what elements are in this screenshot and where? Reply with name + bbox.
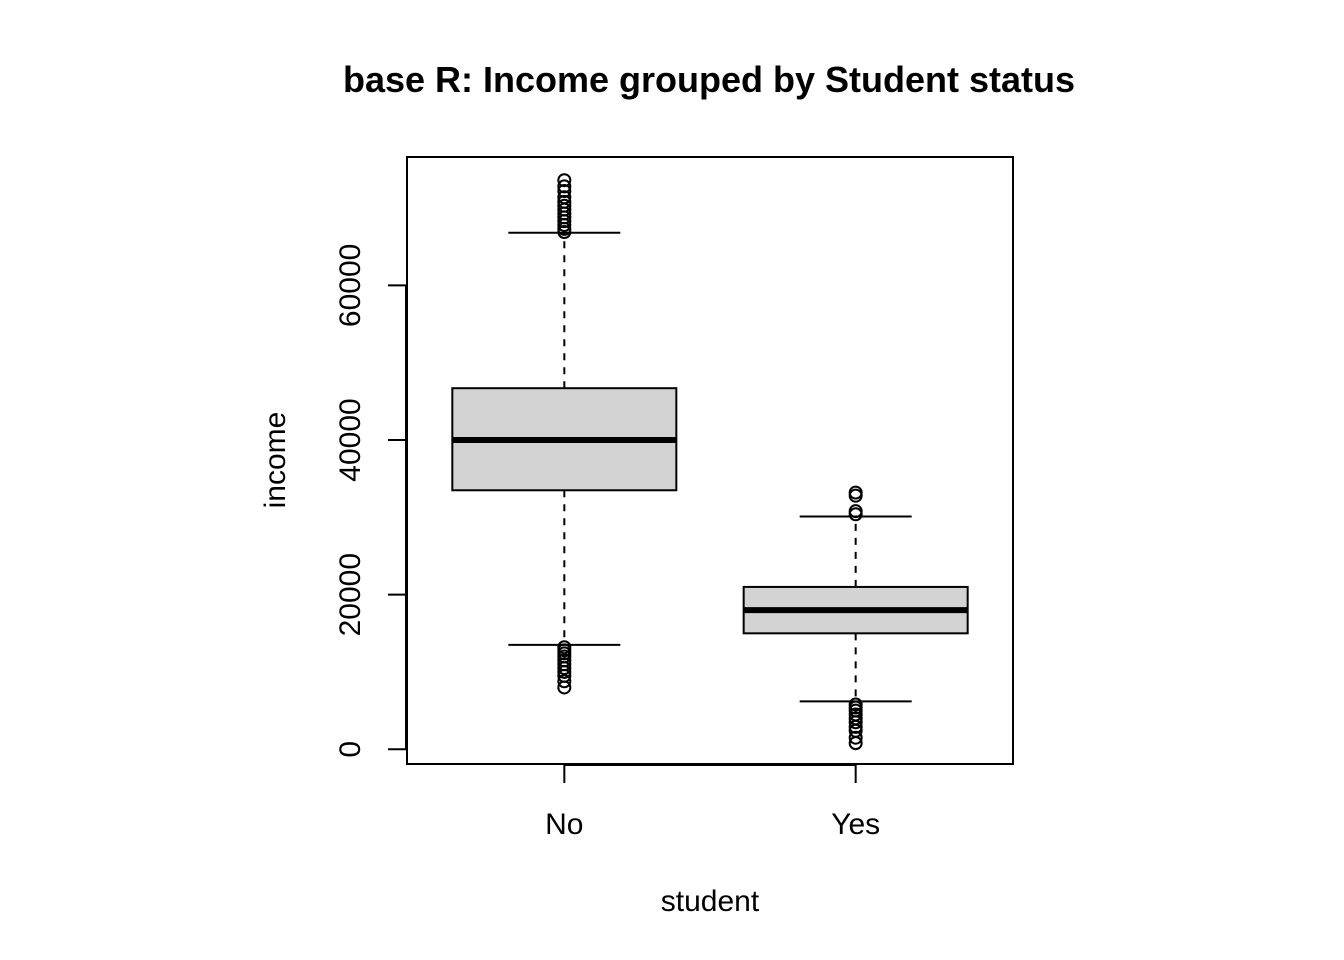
outlier-point (848, 697, 863, 712)
outlier-point (848, 711, 863, 726)
outlier-point (557, 640, 572, 655)
x-axis: No Yes (545, 764, 880, 841)
x-tick-label: Yes (831, 808, 880, 841)
outlier-point (557, 190, 572, 205)
outlier-point (557, 173, 572, 188)
boxes-group (451, 173, 969, 751)
outlier-point (557, 653, 572, 668)
outlier-point (848, 707, 863, 722)
box-yes (742, 485, 969, 751)
y-tick-label: 40000 (334, 398, 367, 481)
y-tick-label: 60000 (334, 244, 367, 327)
x-axis-label: student (661, 885, 760, 918)
outlier-point (848, 485, 863, 500)
y-tick-label: 0 (334, 741, 367, 758)
outlier-point (557, 657, 572, 672)
x-tick-label: No (545, 808, 583, 841)
outlier-point (848, 504, 863, 519)
chart-title: base R: Income grouped by Student status (343, 59, 1075, 100)
y-tick-label: 20000 (334, 553, 367, 636)
box-no (451, 173, 678, 695)
outlier-point (557, 198, 572, 213)
outlier-point (557, 194, 572, 209)
outlier-point (557, 674, 572, 689)
outlier-point (557, 184, 572, 199)
y-axis: 0 20000 40000 60000 (334, 244, 407, 758)
y-axis-label: income (259, 412, 292, 509)
outlier-point (557, 179, 572, 194)
outlier-point (848, 730, 863, 745)
